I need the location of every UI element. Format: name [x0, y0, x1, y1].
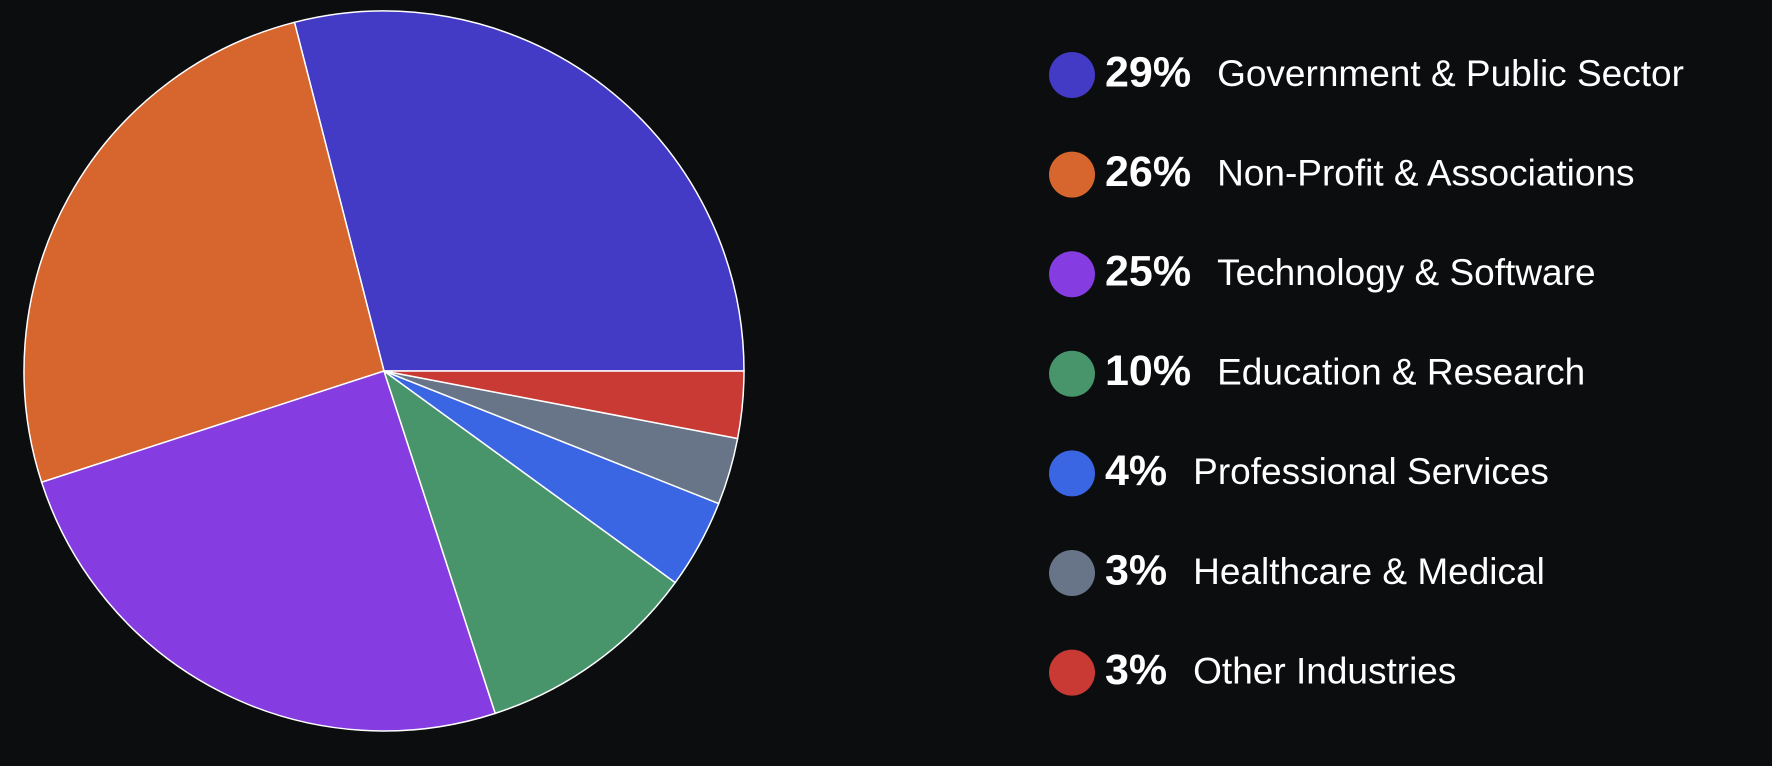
legend-percent: 3%	[1105, 646, 1167, 694]
legend-percent: 25%	[1105, 248, 1191, 296]
legend-swatch	[1049, 550, 1095, 596]
legend-percent: 4%	[1105, 447, 1167, 495]
legend-label: Non-Profit & Associations	[1217, 152, 1634, 193]
pie-slice	[383, 370, 745, 440]
legend-label: Education & Research	[1217, 352, 1585, 393]
pie-slice	[293, 10, 745, 372]
legend-label: Technology & Software	[1217, 252, 1595, 293]
legend-swatch	[1049, 52, 1095, 98]
legend-swatch	[1049, 151, 1095, 198]
legend-label: Other Industries	[1193, 650, 1456, 691]
legend-label: Healthcare & Medical	[1193, 551, 1545, 592]
legend-label: Professional Services	[1193, 451, 1549, 492]
legend-percent: 3%	[1105, 546, 1167, 594]
legend-percent: 26%	[1105, 148, 1191, 196]
legend-swatch	[1049, 450, 1095, 497]
legend-swatch	[1049, 649, 1095, 696]
legend-percent: 29%	[1105, 48, 1191, 96]
legend-swatch	[1049, 350, 1095, 397]
legend-percent: 10%	[1105, 347, 1191, 395]
legend-swatch	[1049, 251, 1095, 298]
pie-slice	[382, 369, 677, 715]
pie-slice	[40, 370, 497, 732]
pie-slice	[23, 21, 385, 484]
legend-label: Government & Public Sector	[1217, 53, 1684, 94]
